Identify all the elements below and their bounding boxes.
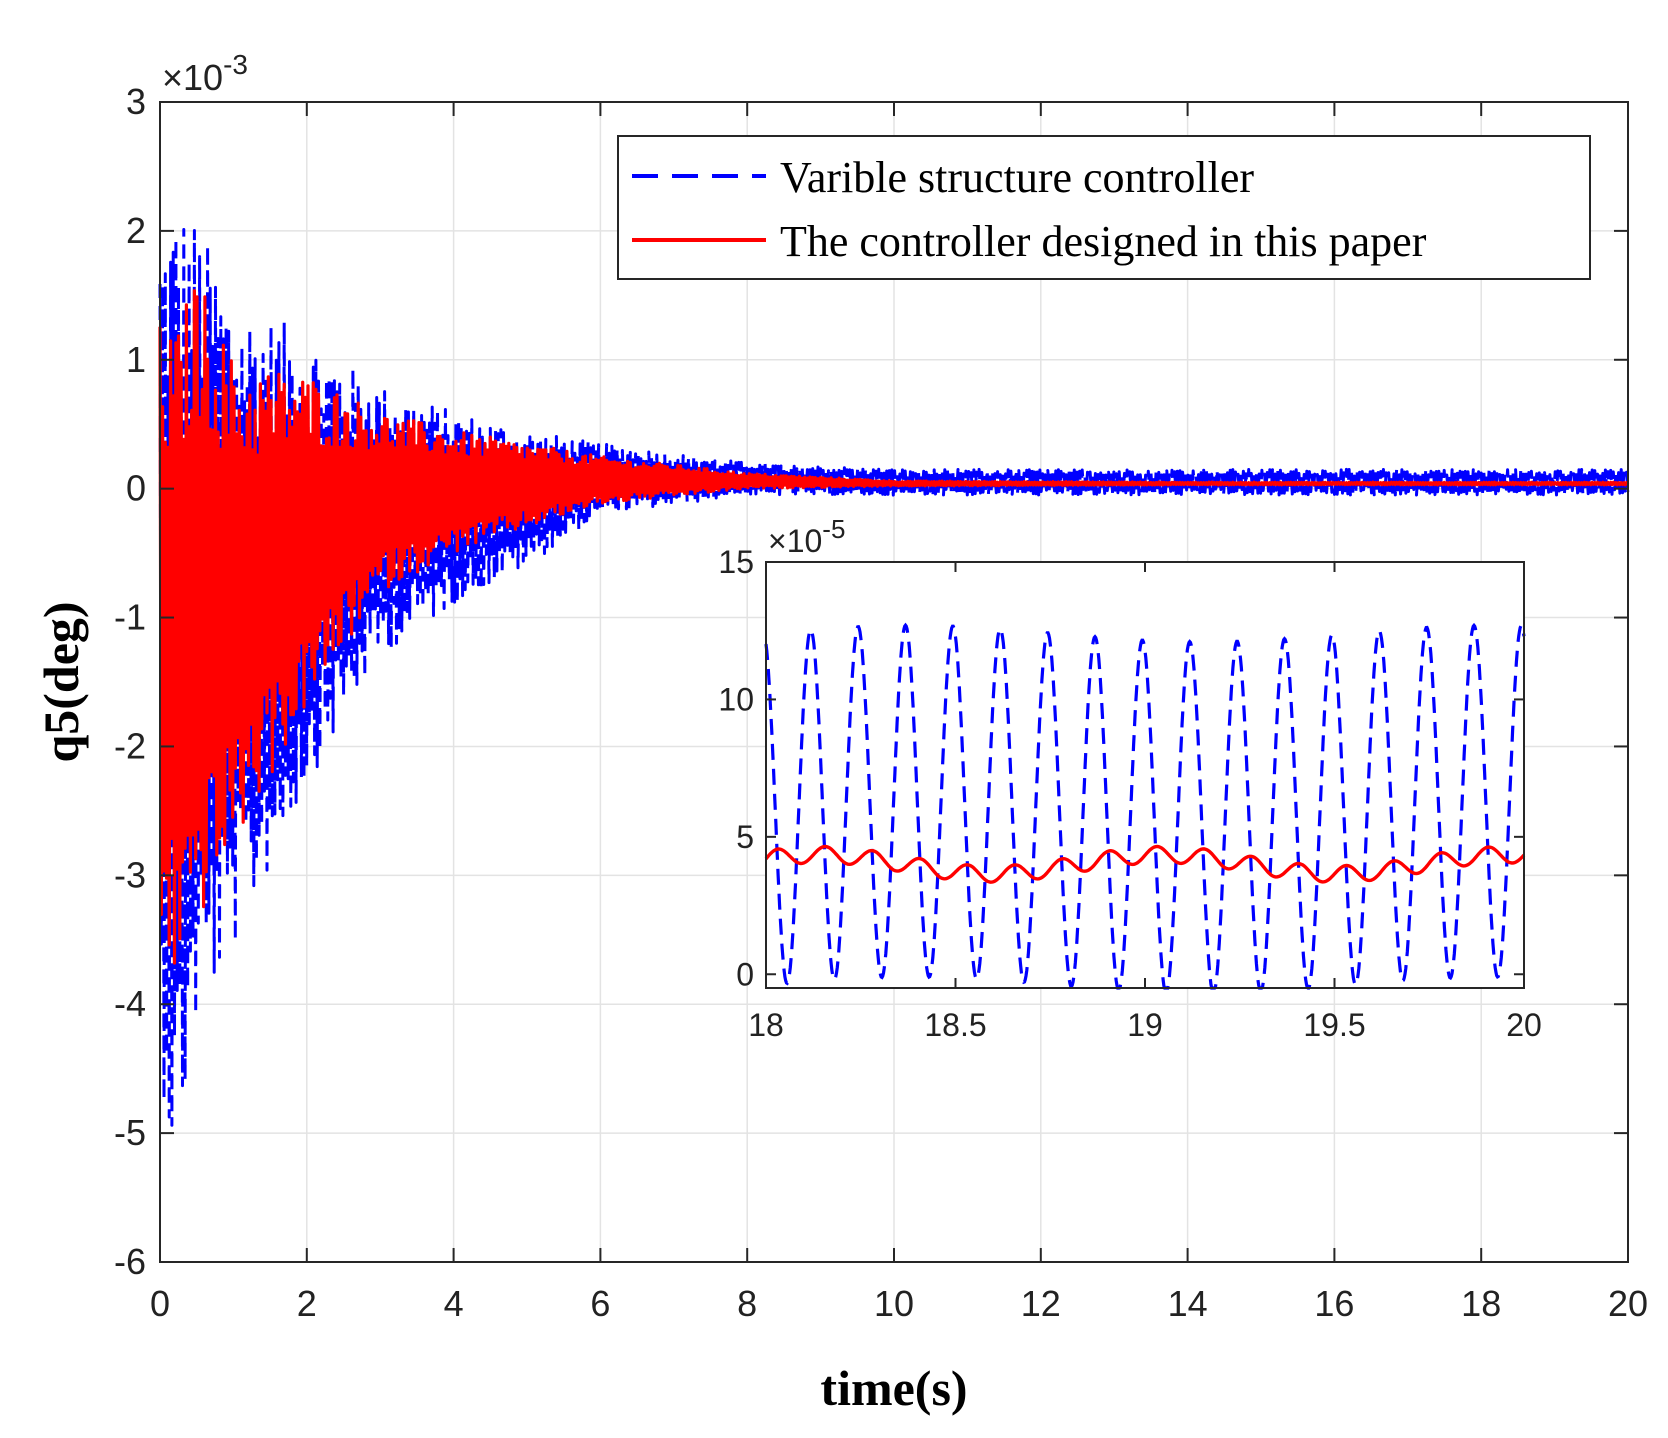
inset-y-tick-label: 0 [736,956,754,992]
inset-x-tick-label: 18 [748,1007,784,1043]
inset-y-tick-label: 5 [736,819,754,855]
x-tick-label: 6 [590,1283,610,1324]
series-line-proposed-controller [158,289,1630,965]
inset-exponent: ×10-5 [768,514,845,559]
x-tick-label: 4 [444,1283,464,1324]
y-tick-label: 3 [126,81,146,122]
inset-series-line-variable-structure [764,622,1526,990]
inset-y-tick-label: 10 [718,681,754,717]
x-tick-label: 16 [1314,1283,1354,1324]
inset-series-group [764,622,1526,990]
x-tick-label: 18 [1461,1283,1501,1324]
main-exponent-base: ×10 [162,57,223,98]
inset-ticks [765,561,1525,988]
legend: Varible structure controller The control… [617,135,1591,280]
y-tick-label: 2 [126,210,146,251]
main-series-group [158,228,1630,1127]
y-axis-label: q5(deg) [33,601,89,762]
x-tick-label: 14 [1168,1283,1208,1324]
inset-y-tick-label: 15 [718,544,754,580]
x-tick-label: 8 [737,1283,757,1324]
y-tick-label: -5 [114,1112,146,1153]
legend-label-variable-structure: Varible structure controller [780,153,1254,202]
y-tick-label: -4 [114,983,146,1024]
inset-exponent-power: -5 [822,514,845,544]
x-tick-label: 0 [150,1283,170,1324]
x-tick-label: 20 [1608,1283,1648,1324]
main-exponent: ×10-3 [162,49,248,98]
inset-axes: 18 18.5 19 19.5 20 0 5 10 15 ×10-5 [718,514,1541,1043]
inset-x-tick-label: 20 [1506,1007,1542,1043]
main-ticks [159,101,1629,1263]
inset-x-tick-label: 18.5 [924,1007,986,1043]
main-exponent-power: -3 [223,49,248,80]
y-tick-label: -1 [114,597,146,638]
x-tick-label: 2 [297,1283,317,1324]
y-tick-label: 1 [126,339,146,380]
inset-x-tick-label: 19 [1127,1007,1163,1043]
inset-x-tick-label: 19.5 [1303,1007,1365,1043]
x-axis-label: time(s) [820,1360,967,1416]
y-tick-label: -3 [114,854,146,895]
x-tick-label: 12 [1021,1283,1061,1324]
inset-series-line-proposed-controller [764,844,1526,884]
y-tick-label: -2 [114,725,146,766]
legend-label-proposed-controller: The controller designed in this paper [780,217,1427,266]
x-tick-label: 10 [874,1283,914,1324]
inset-tick-labels: 18 18.5 19 19.5 20 0 5 10 15 [718,544,1541,1043]
y-tick-label: 0 [126,468,146,509]
legend-box [617,135,1591,280]
inset-exponent-base: ×10 [768,523,822,559]
y-tick-label: -6 [114,1241,146,1282]
